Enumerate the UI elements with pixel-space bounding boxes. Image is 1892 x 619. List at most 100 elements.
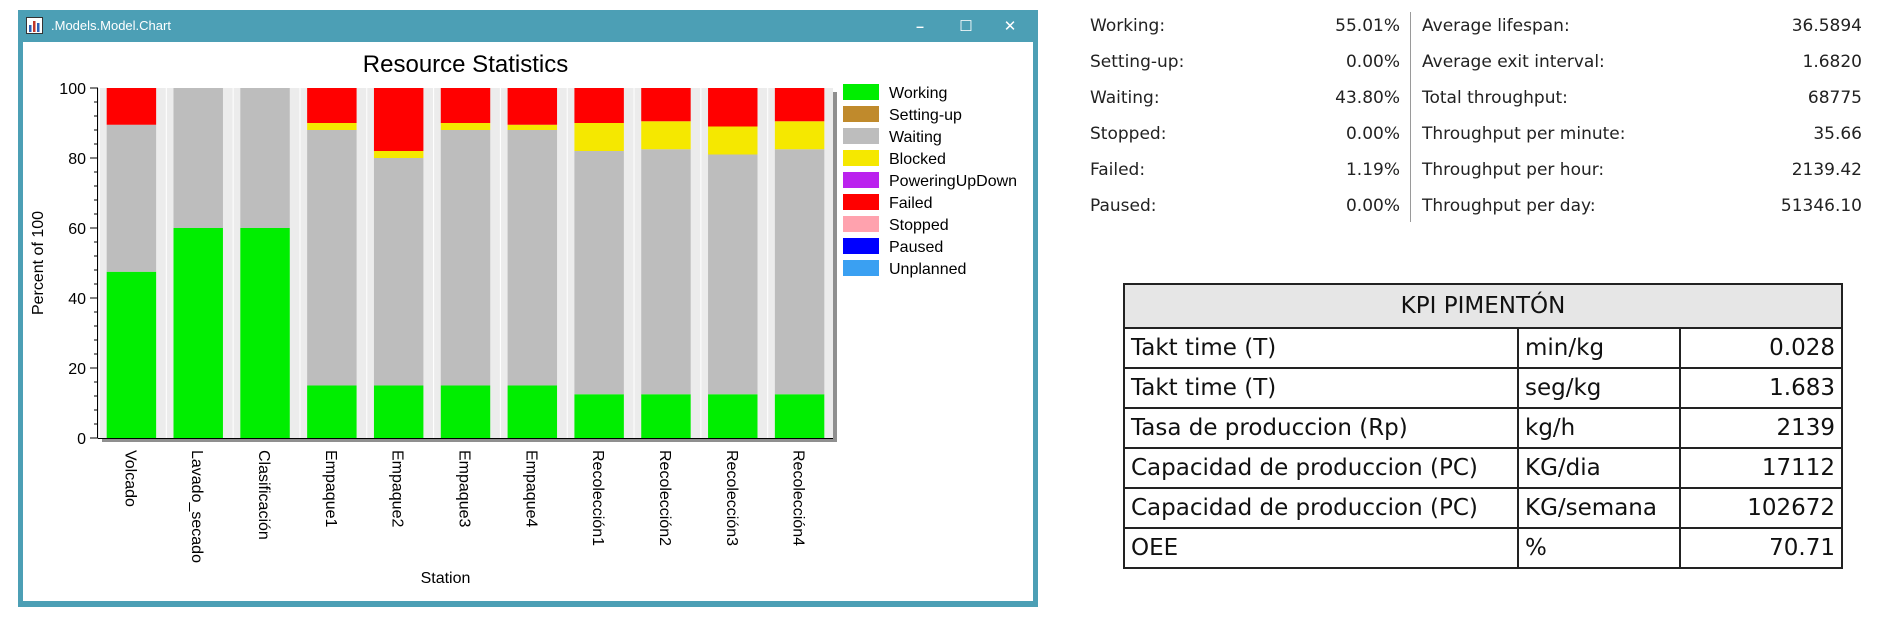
statistics-panel: Working: 55.01% Setting-up: 0.00% Waitin… <box>1090 12 1870 227</box>
kpi-value: 1.683 <box>1679 367 1843 409</box>
gridline-vertical <box>499 88 501 438</box>
kpi-metric-name: Tasa de produccion (Rp) <box>1123 407 1519 449</box>
stat-label: Throughput per minute: <box>1422 124 1626 144</box>
bar-segment-working <box>173 228 223 438</box>
legend-swatch <box>843 84 879 100</box>
x-tick-label: Recolección1 <box>589 450 606 546</box>
bar-segment-waiting <box>373 158 424 386</box>
legend-swatch <box>843 128 879 144</box>
legend-swatch <box>843 260 879 276</box>
stat-label: Throughput per day: <box>1422 196 1596 216</box>
y-tick-label: 20 <box>68 361 86 378</box>
stat-value: 0.00% <box>1345 196 1400 216</box>
kpi-unit: min/kg <box>1517 327 1681 369</box>
y-axis-label: Percent of 100 <box>30 211 47 315</box>
bar-segment-blocked <box>307 123 357 130</box>
kpi-title: KPI PIMENTÓN <box>1123 283 1843 329</box>
x-tick-label: Empaque4 <box>522 450 539 527</box>
stat-value: 55.01% <box>1335 16 1400 36</box>
bar-segment-failed <box>307 88 357 123</box>
bar-segment-waiting <box>440 130 491 386</box>
bar-segment-failed <box>574 88 624 123</box>
y-tick-label: 80 <box>68 151 86 168</box>
chart-title: Resource Statistics <box>363 51 568 78</box>
stat-value: 51346.10 <box>1780 196 1862 216</box>
stat-row: Paused: 0.00% <box>1090 194 1400 218</box>
y-tick-label: 100 <box>59 81 86 98</box>
bar-segment-failed <box>641 88 691 122</box>
kpi-unit: kg/h <box>1517 407 1681 449</box>
gridline-vertical <box>633 88 635 438</box>
kpi-unit: KG/dia <box>1517 447 1681 489</box>
bar-segment-working <box>708 394 758 438</box>
kpi-unit: seg/kg <box>1517 367 1681 409</box>
legend-label: Waiting <box>889 129 942 146</box>
kpi-value: 0.028 <box>1679 327 1843 369</box>
stat-label: Stopped: <box>1090 124 1167 144</box>
kpi-row: Tasa de produccion (Rp) kg/h 2139 <box>1123 407 1843 449</box>
gridline-vertical <box>232 88 234 438</box>
bar-segment-working <box>307 385 357 438</box>
legend-swatch <box>843 216 879 232</box>
stat-label: Paused: <box>1090 196 1157 216</box>
stat-value: 1.6820 <box>1802 52 1862 72</box>
stat-label: Average exit interval: <box>1422 52 1605 72</box>
stat-row: Working: 55.01% <box>1090 14 1400 38</box>
bar-segment-working <box>507 385 558 438</box>
stat-label: Failed: <box>1090 160 1146 180</box>
kpi-row: Capacidad de produccion (PC) KG/dia 1711… <box>1123 447 1843 489</box>
stat-row: Throughput per minute: 35.66 <box>1422 122 1862 146</box>
stat-label: Working: <box>1090 16 1166 36</box>
kpi-value: 70.71 <box>1679 527 1843 569</box>
stats-divider <box>1410 12 1411 222</box>
bar-segment-working <box>373 385 424 438</box>
chart-app-icon <box>26 17 43 34</box>
bar-segment-working <box>106 271 157 438</box>
window-title: .Models.Model.Chart <box>51 18 171 33</box>
maximize-icon: ☐ <box>959 18 973 35</box>
kpi-metric-name: Capacidad de produccion (PC) <box>1123 487 1519 529</box>
bar-segment-blocked <box>373 151 424 158</box>
bar-segment-blocked <box>708 126 758 155</box>
y-tick-label: 0 <box>77 431 86 448</box>
stat-value: 0.00% <box>1345 124 1400 144</box>
bar-segment-waiting <box>574 151 624 395</box>
close-button[interactable]: ✕ <box>988 10 1032 42</box>
bar-segment-failed <box>106 88 157 125</box>
gridline-vertical <box>767 88 769 438</box>
bar-segment-failed <box>373 88 424 151</box>
bar-segment-working <box>641 394 691 438</box>
window-titlebar[interactable]: .Models.Model.Chart – ☐ ✕ <box>18 10 1038 42</box>
maximize-button[interactable]: ☐ <box>944 10 988 42</box>
bar-segment-working <box>440 385 491 438</box>
legend-swatch <box>843 106 879 122</box>
stat-row: Throughput per hour: 2139.42 <box>1422 158 1862 182</box>
minimize-button[interactable]: – <box>898 10 942 42</box>
kpi-header-row: KPI PIMENTÓN <box>1123 283 1843 329</box>
stat-value: 43.80% <box>1335 88 1400 108</box>
legend-label: Blocked <box>889 151 946 168</box>
legend-label: Working <box>889 85 947 102</box>
kpi-unit: % <box>1517 527 1681 569</box>
kpi-table: KPI PIMENTÓN Takt time (T) min/kg 0.028 … <box>1123 283 1843 569</box>
bar-segment-failed <box>440 88 491 123</box>
stat-row: Failed: 1.19% <box>1090 158 1400 182</box>
minimize-icon: – <box>916 18 924 34</box>
legend-label: Setting-up <box>889 107 962 124</box>
x-tick-label: Recolección4 <box>790 450 807 546</box>
legend-swatch <box>843 150 879 166</box>
stat-value: 1.19% <box>1345 160 1400 180</box>
x-tick-label: Recolección3 <box>723 450 740 546</box>
bar-segment-blocked <box>574 123 624 151</box>
gridline-vertical <box>566 88 568 438</box>
resource-statistics-chart: Resource Statistics 0 20 40 60 80 100 Percent o… <box>30 51 1017 587</box>
stat-value: 2139.42 <box>1791 160 1862 180</box>
bar-segment-waiting <box>240 88 290 228</box>
bar-segment-failed <box>774 88 825 122</box>
stat-row: Stopped: 0.00% <box>1090 122 1400 146</box>
stat-value: 68775 <box>1807 88 1862 108</box>
bar-segment-blocked <box>507 124 558 130</box>
stat-row: Average lifespan: 36.5894 <box>1422 14 1862 38</box>
stat-row: Setting-up: 0.00% <box>1090 50 1400 74</box>
bar-segment-waiting <box>307 130 357 386</box>
